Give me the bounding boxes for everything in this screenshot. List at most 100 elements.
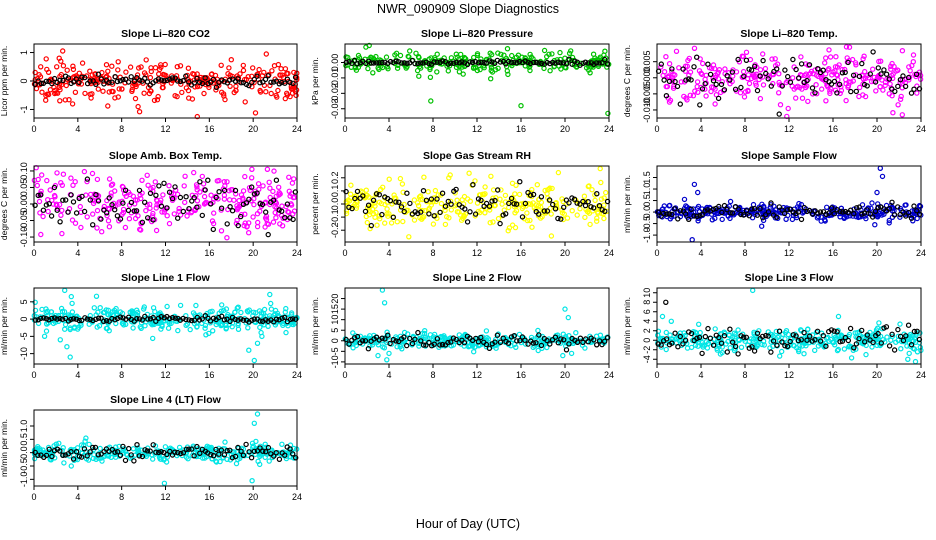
y-tick-label: 0.1 bbox=[330, 185, 340, 198]
hourly-point bbox=[235, 76, 241, 82]
hourly-point bbox=[776, 328, 783, 334]
hourly-point bbox=[100, 318, 107, 324]
hourly-point bbox=[672, 330, 678, 336]
data-point bbox=[373, 53, 379, 60]
data-point bbox=[377, 215, 383, 222]
data-point bbox=[277, 221, 283, 227]
hourly-point bbox=[205, 177, 211, 183]
data-point bbox=[759, 223, 765, 229]
data-point bbox=[250, 309, 257, 315]
hourly-point bbox=[106, 79, 112, 86]
data-point bbox=[887, 81, 893, 87]
data-point bbox=[176, 444, 183, 451]
hourly-point bbox=[908, 342, 915, 348]
hourly-point bbox=[856, 73, 863, 80]
data-point bbox=[407, 48, 413, 54]
x-tick-label: 0 bbox=[31, 124, 36, 134]
hourly-point bbox=[842, 69, 848, 76]
x-tick-label: 8 bbox=[742, 124, 747, 134]
y-axis: 50-5-10 bbox=[19, 299, 34, 360]
hourly-point bbox=[850, 72, 857, 79]
hourly-point bbox=[461, 340, 468, 346]
data-point bbox=[541, 47, 548, 54]
data-point bbox=[147, 74, 154, 81]
data-point bbox=[415, 202, 422, 209]
data-point bbox=[345, 197, 351, 203]
data-point bbox=[467, 198, 473, 204]
data-point bbox=[813, 81, 819, 88]
data-point bbox=[751, 336, 757, 342]
data-point bbox=[524, 210, 530, 216]
data-point bbox=[471, 54, 477, 61]
data-point bbox=[832, 87, 839, 93]
hourly-point bbox=[120, 76, 126, 83]
data-point bbox=[434, 51, 440, 57]
hourly-point bbox=[900, 209, 906, 215]
data-point bbox=[240, 188, 247, 194]
hourly-point bbox=[40, 207, 47, 213]
hourly-point bbox=[103, 318, 110, 324]
data-point bbox=[411, 197, 418, 203]
y-tick-label: -1 bbox=[19, 105, 29, 113]
hourly-point bbox=[508, 334, 515, 340]
hourly-point bbox=[122, 457, 129, 464]
data-point bbox=[130, 325, 136, 331]
hourly-point bbox=[889, 199, 895, 205]
hourly-point bbox=[268, 79, 274, 86]
hourly-point bbox=[183, 73, 189, 79]
hourly-point bbox=[516, 58, 523, 65]
outlier-point bbox=[67, 354, 73, 360]
x-tick-label: 24 bbox=[292, 124, 302, 134]
y-tick-label: -0.01 bbox=[330, 68, 340, 89]
data-point bbox=[83, 456, 90, 462]
hourly-point bbox=[139, 78, 145, 84]
data-points bbox=[655, 287, 924, 365]
outlier-point bbox=[605, 110, 611, 117]
hourly-point bbox=[166, 76, 173, 82]
data-point bbox=[663, 54, 669, 60]
hourly-point bbox=[73, 76, 80, 82]
hourly-point bbox=[396, 199, 402, 205]
data-point bbox=[255, 181, 262, 187]
data-point bbox=[394, 218, 400, 225]
panel-title: Slope Li–820 Temp. bbox=[740, 28, 837, 40]
hourly-point bbox=[365, 346, 372, 352]
data-point bbox=[224, 179, 230, 185]
y-tick-label: 0 bbox=[19, 78, 29, 83]
data-point bbox=[719, 78, 726, 85]
hourly-point bbox=[748, 67, 755, 73]
data-point bbox=[824, 204, 830, 210]
hourly-point bbox=[177, 78, 184, 85]
x-tick-label: 0 bbox=[654, 248, 659, 258]
hourly-point bbox=[227, 203, 233, 210]
hourly-point bbox=[883, 71, 890, 77]
data-point bbox=[155, 78, 162, 84]
data-point bbox=[120, 187, 127, 193]
hourly-point bbox=[489, 59, 495, 65]
hourly-point bbox=[412, 60, 418, 67]
hourly-point bbox=[101, 207, 107, 213]
data-point bbox=[214, 178, 220, 184]
hourly-point bbox=[473, 335, 479, 342]
hourly-point bbox=[680, 66, 686, 72]
hourly-point bbox=[109, 315, 115, 322]
data-point bbox=[898, 346, 904, 352]
data-point bbox=[223, 322, 229, 329]
y-tick-label: 10 bbox=[642, 288, 652, 298]
data-point bbox=[505, 71, 511, 78]
data-point bbox=[721, 329, 727, 335]
hourly-point bbox=[574, 339, 581, 345]
hourly-point bbox=[519, 334, 526, 340]
data-point bbox=[895, 102, 901, 108]
data-point bbox=[105, 103, 111, 109]
data-point bbox=[260, 183, 266, 189]
hourly-point bbox=[194, 204, 200, 210]
hourly-point bbox=[284, 76, 291, 82]
data-point bbox=[731, 330, 738, 336]
hourly-point bbox=[522, 200, 529, 207]
hourly-point bbox=[486, 203, 493, 209]
data-point bbox=[535, 327, 541, 334]
hourly-point bbox=[128, 74, 134, 80]
hourly-point bbox=[718, 81, 725, 88]
